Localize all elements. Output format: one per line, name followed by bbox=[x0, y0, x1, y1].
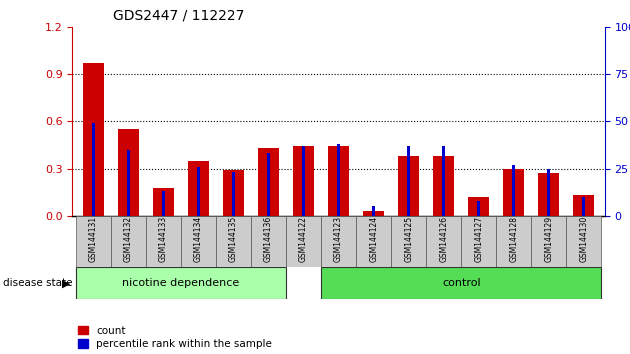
Text: GSM144126: GSM144126 bbox=[439, 216, 448, 262]
Bar bbox=[363, 211, 384, 216]
Text: GSM144123: GSM144123 bbox=[334, 216, 343, 262]
Bar bbox=[153, 188, 174, 216]
Bar bbox=[232, 172, 235, 216]
Text: GSM144128: GSM144128 bbox=[509, 216, 518, 262]
Bar bbox=[83, 63, 104, 216]
Bar bbox=[111, 216, 146, 267]
Bar bbox=[321, 216, 356, 267]
Bar bbox=[251, 216, 286, 267]
Bar bbox=[372, 206, 375, 216]
Bar bbox=[181, 216, 216, 267]
Bar bbox=[356, 216, 391, 267]
Text: GSM144134: GSM144134 bbox=[194, 216, 203, 262]
Bar bbox=[286, 216, 321, 267]
Bar bbox=[468, 197, 490, 216]
Bar bbox=[503, 169, 524, 216]
Bar bbox=[118, 129, 139, 216]
Bar bbox=[321, 267, 601, 299]
Bar bbox=[461, 216, 496, 267]
Bar bbox=[146, 216, 181, 267]
Legend: count, percentile rank within the sample: count, percentile rank within the sample bbox=[77, 326, 272, 349]
Bar bbox=[92, 123, 95, 216]
Text: GDS2447 / 112227: GDS2447 / 112227 bbox=[113, 9, 245, 23]
Bar bbox=[426, 216, 461, 267]
Text: GSM144127: GSM144127 bbox=[474, 216, 483, 262]
Bar bbox=[566, 216, 601, 267]
Text: nicotine dependence: nicotine dependence bbox=[122, 278, 239, 288]
Bar bbox=[127, 150, 130, 216]
Text: GSM144125: GSM144125 bbox=[404, 216, 413, 262]
Text: ▶: ▶ bbox=[62, 278, 71, 288]
Bar bbox=[496, 216, 531, 267]
Bar bbox=[582, 197, 585, 216]
Text: GSM144122: GSM144122 bbox=[299, 216, 308, 262]
Bar bbox=[531, 216, 566, 267]
Bar bbox=[478, 201, 480, 216]
Text: disease state: disease state bbox=[3, 278, 72, 288]
Bar bbox=[302, 146, 305, 216]
Text: GSM144136: GSM144136 bbox=[264, 216, 273, 262]
Bar bbox=[223, 170, 244, 216]
Bar bbox=[188, 161, 209, 216]
Bar bbox=[216, 216, 251, 267]
Bar bbox=[267, 153, 270, 216]
Text: GSM144133: GSM144133 bbox=[159, 216, 168, 262]
Bar bbox=[391, 216, 426, 267]
Text: GSM144132: GSM144132 bbox=[124, 216, 133, 262]
Bar bbox=[337, 144, 340, 216]
Text: GSM144131: GSM144131 bbox=[89, 216, 98, 262]
Bar bbox=[328, 147, 349, 216]
Text: GSM144135: GSM144135 bbox=[229, 216, 238, 262]
Bar bbox=[76, 216, 111, 267]
Bar bbox=[538, 173, 559, 216]
Bar bbox=[573, 195, 594, 216]
Text: GSM144130: GSM144130 bbox=[580, 216, 588, 262]
Text: control: control bbox=[442, 278, 481, 288]
Bar bbox=[258, 148, 279, 216]
Bar bbox=[547, 169, 550, 216]
Bar bbox=[398, 156, 419, 216]
Text: GSM144129: GSM144129 bbox=[544, 216, 553, 262]
Bar bbox=[197, 167, 200, 216]
Bar bbox=[442, 146, 445, 216]
Text: GSM144124: GSM144124 bbox=[369, 216, 378, 262]
Bar bbox=[433, 156, 454, 216]
Bar bbox=[162, 191, 165, 216]
Bar bbox=[76, 267, 286, 299]
Bar bbox=[407, 146, 410, 216]
Bar bbox=[293, 147, 314, 216]
Bar bbox=[512, 165, 515, 216]
